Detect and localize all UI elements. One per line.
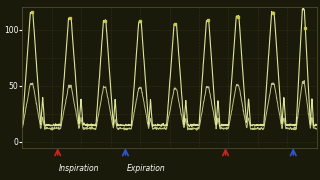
Text: Inspiration: Inspiration <box>59 165 100 174</box>
Text: Expiration: Expiration <box>127 165 166 174</box>
